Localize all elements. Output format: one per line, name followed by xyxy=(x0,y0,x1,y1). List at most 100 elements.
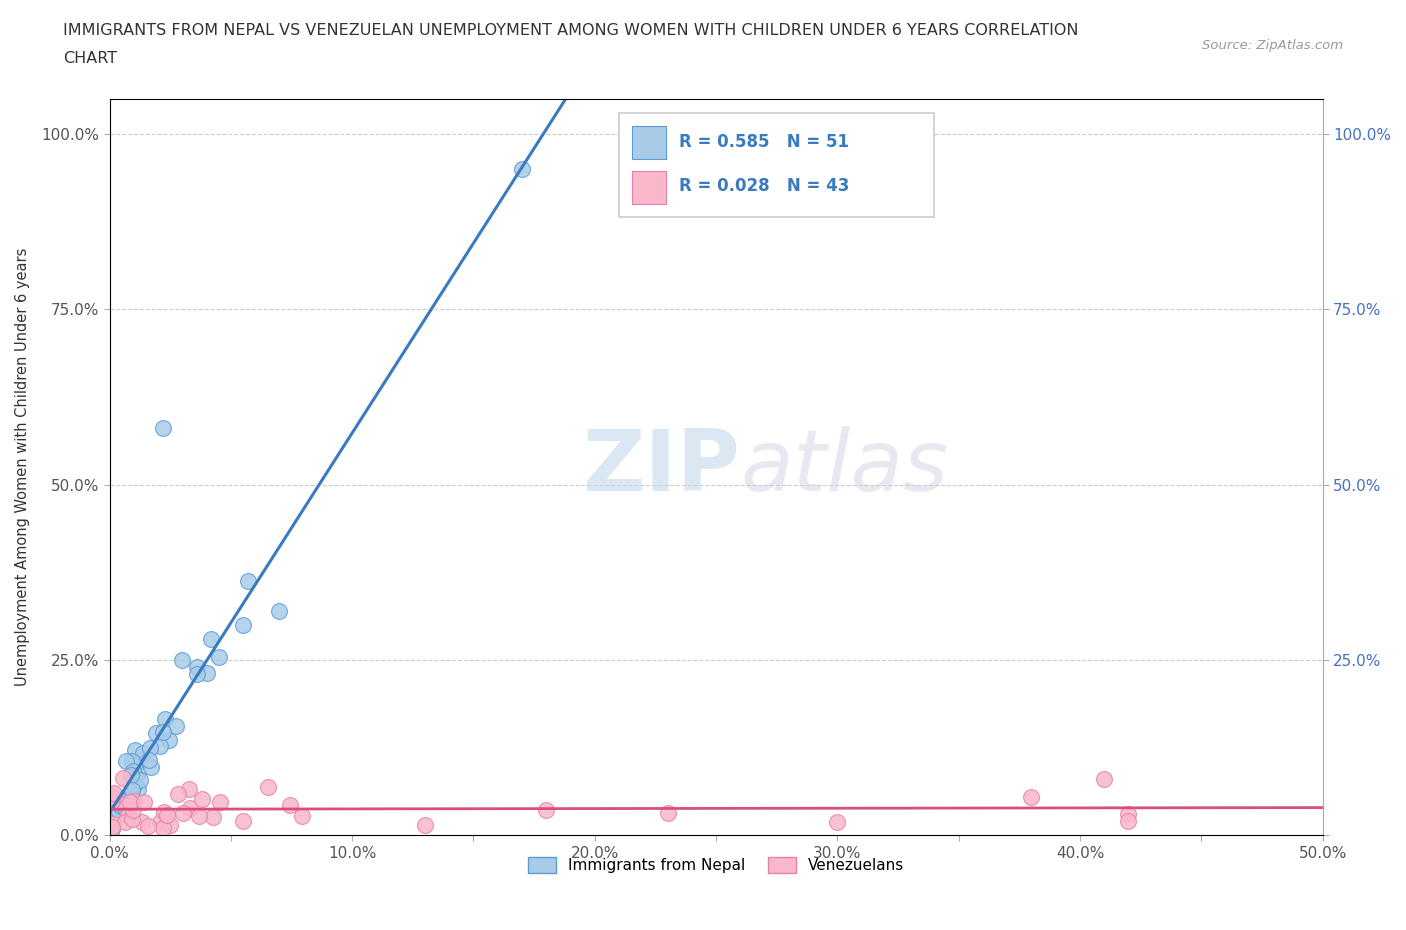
Point xyxy=(413,817,436,832)
Point xyxy=(107,803,129,817)
Point xyxy=(114,801,136,816)
Point xyxy=(179,781,201,796)
Point xyxy=(202,810,225,825)
Point xyxy=(186,659,208,674)
Point xyxy=(131,815,153,830)
Text: ZIP: ZIP xyxy=(582,426,741,509)
Point xyxy=(179,801,201,816)
Point xyxy=(101,787,124,802)
Point xyxy=(153,804,176,819)
Point xyxy=(122,764,145,778)
Legend: Immigrants from Nepal, Venezuelans: Immigrants from Nepal, Venezuelans xyxy=(522,851,910,879)
Point xyxy=(152,821,174,836)
Point xyxy=(139,740,162,755)
Point xyxy=(115,794,138,809)
Point xyxy=(195,666,218,681)
Text: CHART: CHART xyxy=(63,51,117,66)
Text: atlas: atlas xyxy=(741,426,948,509)
Point xyxy=(111,771,134,786)
Point xyxy=(238,574,260,589)
Point xyxy=(124,755,146,770)
Point xyxy=(115,795,138,810)
Point xyxy=(124,743,146,758)
Point xyxy=(510,162,533,177)
Point xyxy=(120,791,142,806)
Point xyxy=(122,803,145,817)
Point xyxy=(101,820,124,835)
Y-axis label: Unemployment Among Women with Children Under 6 years: Unemployment Among Women with Children U… xyxy=(15,247,30,686)
Point xyxy=(152,421,174,436)
Point xyxy=(122,777,145,792)
Point xyxy=(1118,807,1140,822)
Point xyxy=(103,786,125,801)
Point xyxy=(115,753,138,768)
Point xyxy=(208,794,231,809)
Point xyxy=(101,811,124,826)
Point xyxy=(132,746,155,761)
Point xyxy=(108,793,131,808)
Point xyxy=(152,724,174,739)
Point xyxy=(115,793,138,808)
Point xyxy=(534,803,557,817)
Point xyxy=(112,797,135,812)
Point xyxy=(101,787,124,802)
Point xyxy=(101,793,124,808)
Point xyxy=(136,819,159,834)
Point xyxy=(1118,814,1140,829)
Point xyxy=(134,794,156,809)
Point xyxy=(117,808,139,823)
Point xyxy=(200,631,222,646)
Point xyxy=(232,618,254,632)
Point xyxy=(159,817,181,832)
Point xyxy=(124,793,146,808)
Point xyxy=(257,780,280,795)
Point xyxy=(120,794,142,809)
Point xyxy=(269,604,291,618)
Point xyxy=(104,799,127,814)
Point xyxy=(114,815,136,830)
Point xyxy=(101,790,124,804)
Point xyxy=(155,807,177,822)
Point xyxy=(157,732,180,747)
Point xyxy=(138,753,160,768)
Point xyxy=(129,772,152,787)
Point xyxy=(101,812,124,827)
Point xyxy=(110,798,132,813)
Point xyxy=(172,805,194,820)
Point xyxy=(121,768,143,783)
Point xyxy=(165,718,187,733)
Point xyxy=(121,753,143,768)
Point xyxy=(186,666,208,681)
Point xyxy=(101,812,124,827)
Point xyxy=(127,781,149,796)
Point xyxy=(1092,772,1115,787)
Point xyxy=(145,726,167,741)
Point xyxy=(127,764,149,779)
Point xyxy=(278,798,301,813)
Point xyxy=(121,783,143,798)
Point xyxy=(149,815,172,830)
Point xyxy=(101,821,124,836)
Point xyxy=(112,795,135,810)
Point xyxy=(121,812,143,827)
Text: IMMIGRANTS FROM NEPAL VS VENEZUELAN UNEMPLOYMENT AMONG WOMEN WITH CHILDREN UNDER: IMMIGRANTS FROM NEPAL VS VENEZUELAN UNEM… xyxy=(63,23,1078,38)
Point xyxy=(1021,790,1043,804)
Point xyxy=(153,712,176,727)
Point xyxy=(232,814,254,829)
Point xyxy=(188,808,211,823)
Point xyxy=(172,653,194,668)
Text: Source: ZipAtlas.com: Source: ZipAtlas.com xyxy=(1202,39,1343,52)
Point xyxy=(191,791,214,806)
Point xyxy=(827,815,849,830)
Point xyxy=(107,792,129,807)
Point xyxy=(120,786,142,801)
Point xyxy=(139,759,162,774)
Point xyxy=(208,650,231,665)
Point xyxy=(290,808,312,823)
Point xyxy=(166,787,188,802)
Point xyxy=(149,738,172,753)
Point xyxy=(110,806,132,821)
Point xyxy=(101,816,124,830)
Point xyxy=(111,794,134,809)
Point xyxy=(125,770,148,785)
